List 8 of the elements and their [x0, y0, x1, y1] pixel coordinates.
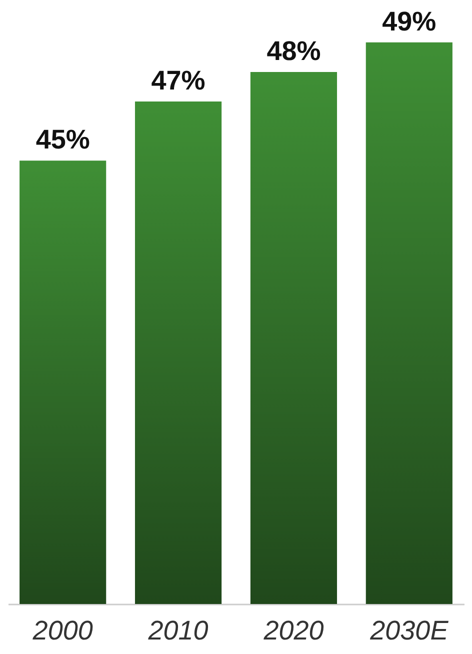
x-tick-label: 2010 [147, 616, 208, 646]
data-label: 48% [266, 36, 321, 66]
x-tick-label: 2030E [369, 616, 450, 646]
data-label: 49% [382, 6, 436, 36]
data-label: 45% [36, 124, 90, 155]
data-label: 47% [151, 66, 206, 96]
x-tick-label: 2000 [32, 616, 93, 646]
x-tick-label: 2020 [262, 616, 324, 646]
